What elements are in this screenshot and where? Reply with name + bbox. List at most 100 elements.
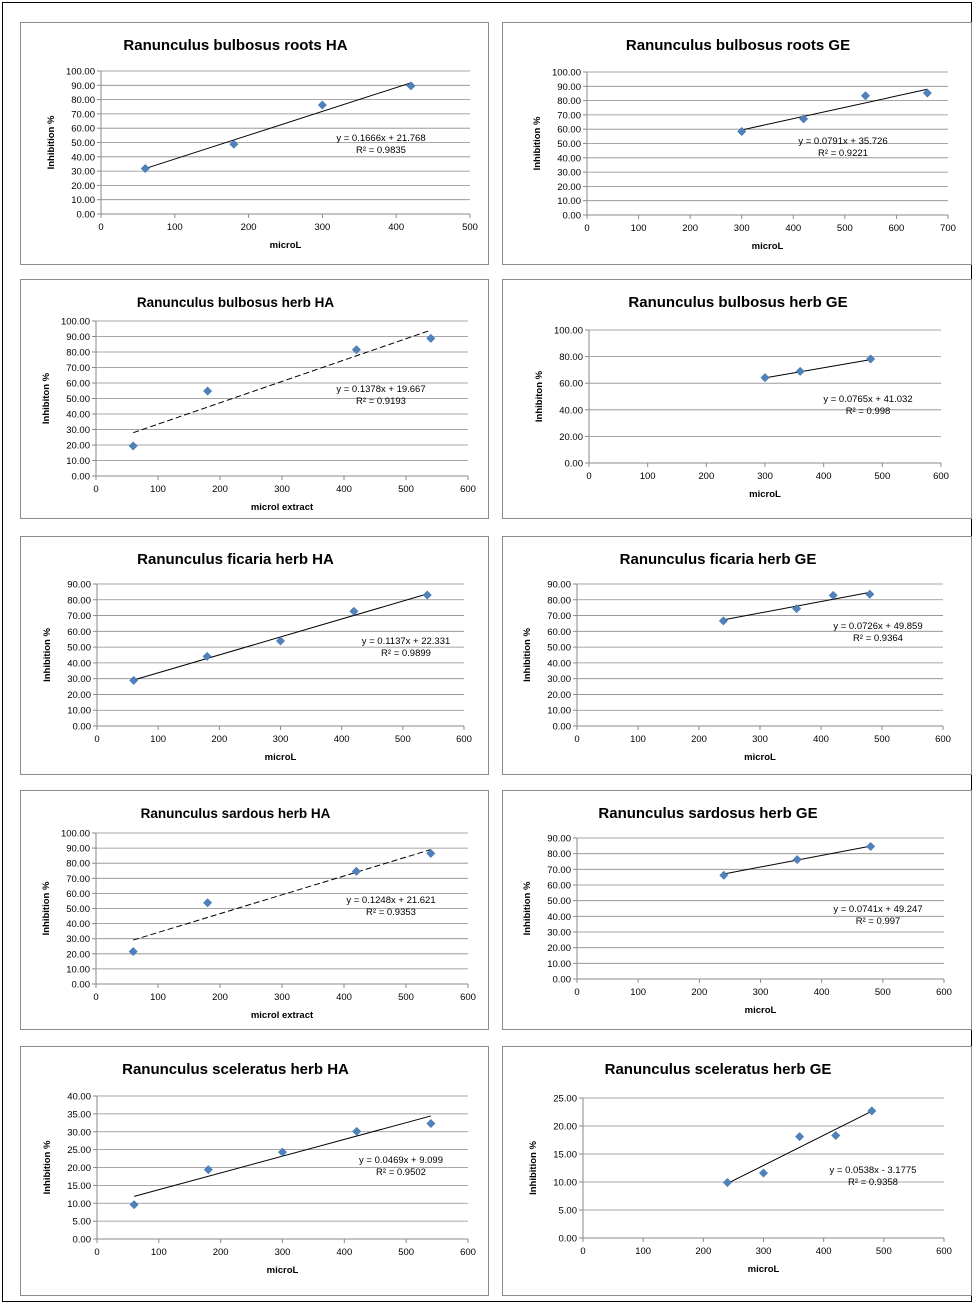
x-axis-label: microL bbox=[270, 240, 302, 251]
data-point bbox=[718, 616, 728, 626]
chart-panel: Ranunculus sardosus herb GE 0.00 10.00 20.0… bbox=[502, 790, 972, 1030]
chart-panel: Ranunculus sceleratus herb GE 0.00 5.00 10.… bbox=[502, 1046, 972, 1296]
data-point bbox=[203, 386, 213, 396]
y-tick-label: 15.00 bbox=[553, 1150, 577, 1161]
data-point bbox=[275, 636, 286, 646]
y-tick-label: 100.00 bbox=[554, 326, 583, 337]
x-tick-label: 0 bbox=[98, 222, 103, 233]
y-tick-label: 0.00 bbox=[77, 210, 96, 221]
y-tick-label: 60.00 bbox=[557, 125, 581, 136]
data-point bbox=[202, 651, 212, 661]
y-axis-label: Inhibition % bbox=[41, 881, 52, 935]
x-axis-label: microL bbox=[745, 1005, 777, 1016]
y-tick-label: 60.00 bbox=[547, 627, 571, 638]
x-tick-label: 400 bbox=[813, 734, 829, 745]
x-tick-label: 0 bbox=[93, 484, 98, 495]
trendline bbox=[145, 82, 412, 170]
x-tick-label: 500 bbox=[874, 471, 890, 482]
y-tick-label: 50.00 bbox=[67, 643, 91, 654]
y-tick-label: 60.00 bbox=[71, 124, 95, 135]
trend-equation: y = 0.1666x + 21.768 bbox=[336, 133, 425, 144]
y-tick-label: 60.00 bbox=[67, 627, 91, 638]
trendline bbox=[764, 359, 871, 379]
x-tick-label: 300 bbox=[274, 484, 290, 495]
x-tick-label: 500 bbox=[874, 734, 890, 745]
x-tick-label: 300 bbox=[756, 1246, 772, 1257]
x-tick-label: 400 bbox=[334, 734, 350, 745]
x-tick-label: 600 bbox=[933, 471, 949, 482]
y-tick-label: 5.00 bbox=[73, 1217, 92, 1228]
x-tick-label: 300 bbox=[273, 734, 289, 745]
x-tick-label: 100 bbox=[630, 734, 646, 745]
x-axis-label: microL bbox=[748, 1264, 780, 1275]
y-tick-label: 80.00 bbox=[559, 352, 583, 363]
y-tick-label: 25.00 bbox=[67, 1145, 91, 1156]
y-tick-label: 20.00 bbox=[71, 181, 95, 192]
y-tick-label: 90.00 bbox=[66, 332, 90, 343]
x-tick-label: 300 bbox=[314, 222, 330, 233]
data-point bbox=[795, 1132, 805, 1142]
y-tick-label: 80.00 bbox=[66, 348, 90, 359]
chart-panel: Ranunculus bulbosus herb GE 0.00 20.00 40.0… bbox=[502, 279, 972, 519]
y-axis-label: Inhibition % bbox=[42, 628, 53, 682]
x-axis-label: microL bbox=[744, 752, 776, 763]
data-point bbox=[426, 848, 436, 858]
x-tick-label: 600 bbox=[460, 992, 476, 1003]
x-tick-label: 0 bbox=[586, 471, 591, 482]
data-point bbox=[799, 114, 809, 124]
chart-svg: Ranunculus sardosus herb GE 0.00 10.00 20.0… bbox=[522, 805, 952, 1016]
trend-equation: y = 0.1248x + 21.621 bbox=[346, 895, 435, 906]
r-squared: R² = 0.997 bbox=[856, 916, 901, 927]
data-point bbox=[866, 354, 876, 364]
y-tick-label: 90.00 bbox=[66, 844, 90, 855]
chart-title: Ranunculus bulbosus herb HA bbox=[137, 295, 335, 310]
y-axis-label: Inhibition % bbox=[528, 1141, 539, 1195]
r-squared: R² = 0.9835 bbox=[356, 145, 406, 156]
y-tick-label: 20.00 bbox=[557, 182, 581, 193]
x-axis-label: microL bbox=[267, 1265, 299, 1276]
r-squared: R² = 0.9353 bbox=[366, 907, 416, 918]
x-axis-label: microl extract bbox=[251, 502, 314, 513]
y-tick-label: 60.00 bbox=[66, 379, 90, 390]
x-tick-label: 400 bbox=[814, 987, 830, 998]
trend-equation: y = 0.0741x + 49.247 bbox=[833, 904, 922, 915]
y-tick-label: 30.00 bbox=[67, 674, 91, 685]
chart-svg: Ranunculus sardous herb HA 0.00 10.00 20.00… bbox=[41, 806, 476, 1021]
y-tick-label: 90.00 bbox=[557, 82, 581, 93]
data-point bbox=[860, 91, 871, 101]
x-tick-label: 600 bbox=[935, 734, 951, 745]
y-tick-label: 25.00 bbox=[553, 1094, 577, 1105]
data-point bbox=[203, 1165, 213, 1175]
y-tick-label: 35.00 bbox=[67, 1109, 91, 1120]
y-tick-label: 20.00 bbox=[547, 943, 571, 954]
y-tick-label: 80.00 bbox=[71, 95, 95, 106]
chart-title: Ranunculus bulbosus roots GE bbox=[626, 37, 850, 54]
chart-svg: Ranunculus ficaria herb HA 0.00 10.00 20.00… bbox=[42, 551, 472, 763]
y-tick-label: 10.00 bbox=[67, 706, 91, 717]
y-tick-label: 0.00 bbox=[72, 472, 91, 483]
y-tick-label: 90.00 bbox=[67, 580, 91, 591]
y-tick-label: 40.00 bbox=[66, 410, 90, 421]
x-tick-label: 500 bbox=[398, 484, 414, 495]
chart-svg: Ranunculus ficaria herb GE 0.00 10.00 20.00… bbox=[522, 551, 951, 763]
y-tick-label: 50.00 bbox=[557, 139, 581, 150]
trend-equation: y = 0.0765x + 41.032 bbox=[823, 394, 912, 405]
x-tick-label: 200 bbox=[211, 734, 227, 745]
x-tick-label: 100 bbox=[631, 223, 647, 234]
y-tick-label: 20.00 bbox=[66, 441, 90, 452]
y-tick-label: 5.00 bbox=[559, 1206, 578, 1217]
x-tick-label: 600 bbox=[456, 734, 472, 745]
x-axis-label: microl extract bbox=[251, 1010, 314, 1021]
y-tick-label: 0.00 bbox=[553, 975, 572, 986]
data-point bbox=[792, 604, 802, 614]
y-axis-label: Inhibition % bbox=[522, 628, 533, 682]
data-point bbox=[128, 441, 138, 451]
x-tick-label: 200 bbox=[213, 1247, 229, 1258]
x-tick-label: 500 bbox=[875, 987, 891, 998]
x-axis-label: microL bbox=[265, 752, 297, 763]
data-point bbox=[406, 81, 416, 91]
y-tick-label: 10.00 bbox=[557, 196, 581, 207]
data-point bbox=[317, 100, 327, 110]
data-point bbox=[352, 1126, 362, 1136]
chart-panel: Ranunculus sceleratus herb HA 0.00 5.00 10.… bbox=[20, 1046, 489, 1296]
